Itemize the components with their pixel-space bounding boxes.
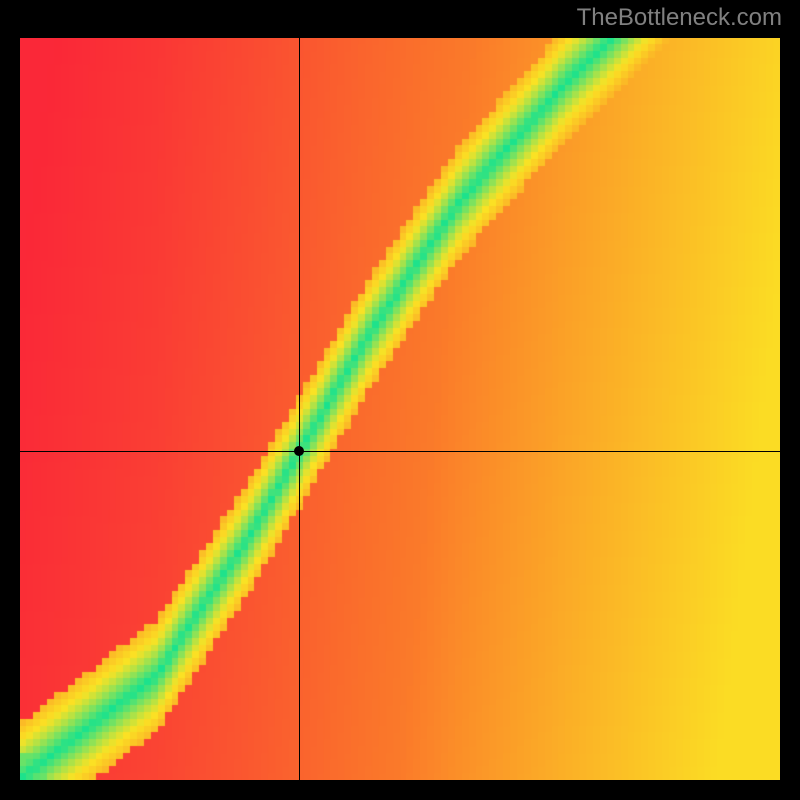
crosshair-marker: [294, 446, 304, 456]
heatmap-canvas: [20, 38, 780, 780]
plot-area: [20, 38, 780, 780]
watermark-text: TheBottleneck.com: [577, 4, 782, 32]
crosshair-horizontal: [20, 451, 780, 452]
crosshair-vertical: [299, 38, 300, 780]
